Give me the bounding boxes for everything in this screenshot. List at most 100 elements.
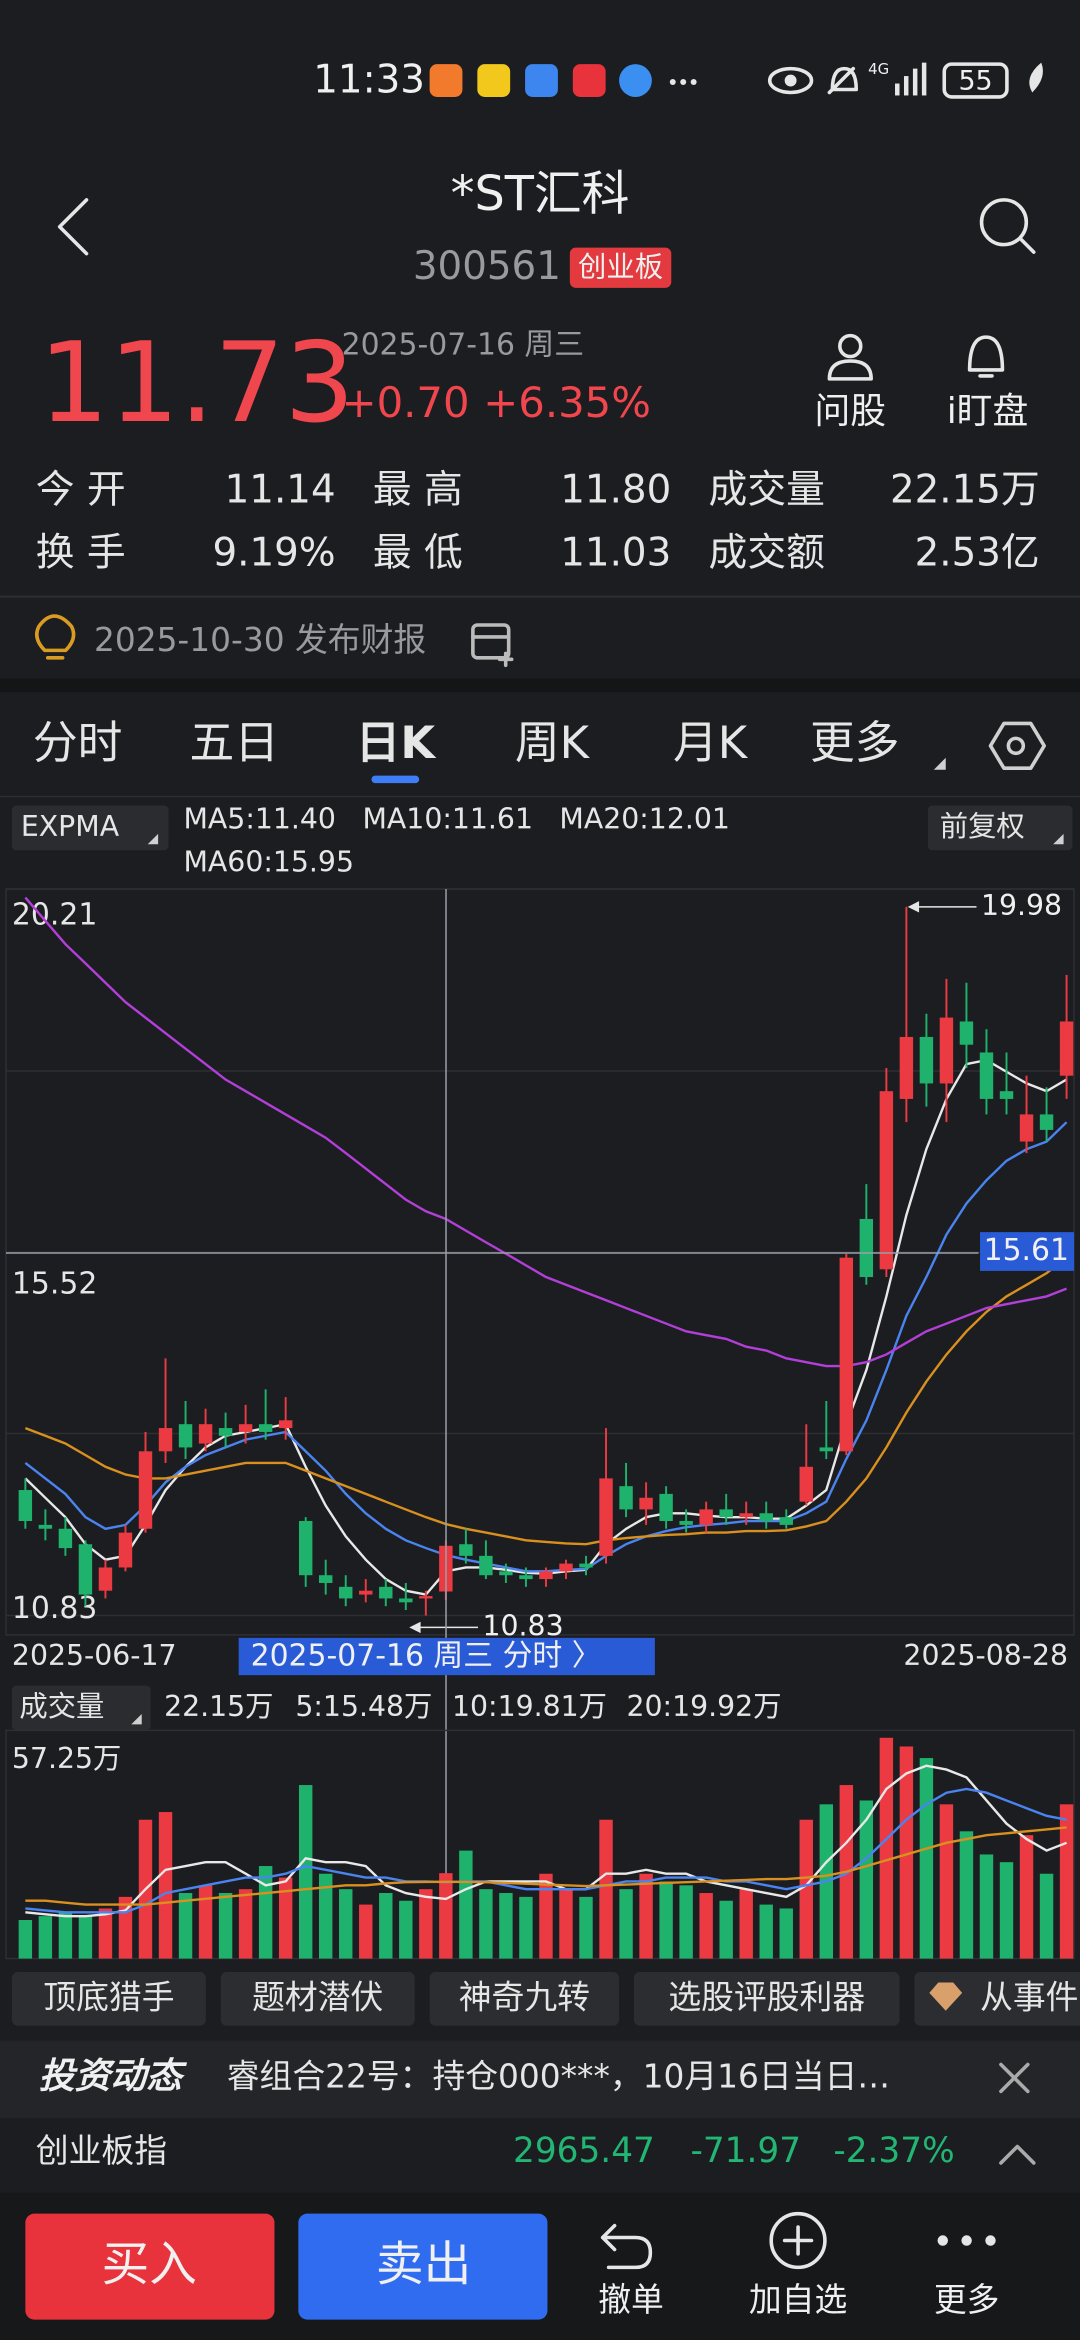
sell-button[interactable]	[298, 2213, 548, 2320]
expand-button[interactable]	[999, 2144, 1036, 2165]
close-news[interactable]	[999, 2062, 1030, 2094]
tab[interactable]: 分时	[33, 716, 123, 769]
tab[interactable]: 五日	[189, 716, 279, 769]
candle-body	[879, 1091, 894, 1270]
crosshair-date[interactable]: 2025-07-16 周三 分时 〉	[251, 1639, 602, 1674]
diamond-icon	[929, 1982, 963, 2011]
tab[interactable]: 月K	[673, 716, 749, 769]
news-brand: 投资动态	[39, 2056, 187, 2097]
ask-icon[interactable]	[827, 333, 873, 381]
volume-ma-line	[25, 1787, 1067, 1914]
volume-ma-line	[25, 1826, 1067, 1906]
tab[interactable]: 更多	[810, 716, 900, 769]
tool-label[interactable]: 选股评股利器	[668, 1978, 865, 2016]
tool-label[interactable]: 神奇九转	[459, 1978, 590, 2016]
undo-icon[interactable]	[600, 2223, 653, 2270]
candle-body	[859, 1218, 874, 1278]
tool-chip[interactable]	[633, 1972, 900, 2026]
volume-bar	[699, 1893, 713, 1959]
volume-indicator[interactable]: 成交量	[19, 1690, 104, 1723]
volume-bar	[739, 1889, 753, 1959]
tab-active[interactable]: 日K	[356, 716, 438, 769]
volume-bar	[258, 1866, 273, 1959]
search-button[interactable]	[979, 198, 1036, 254]
tab[interactable]: 周K	[515, 716, 591, 769]
indicator-name[interactable]: EXPMA	[21, 810, 120, 843]
volume-bar	[919, 1758, 934, 1959]
stat-label: 成交额	[709, 530, 825, 575]
candle-body	[959, 1021, 974, 1045]
volume-bar	[78, 1916, 93, 1959]
settings-button[interactable]	[988, 721, 1046, 771]
network-type: 4G	[868, 60, 889, 78]
x-axis-label: 2025-08-28	[903, 1639, 1068, 1672]
last-price: 11.73	[39, 320, 355, 448]
alert-icon[interactable]	[967, 335, 1005, 378]
tool-label[interactable]: 题材潜伏	[252, 1978, 383, 2016]
candle-body	[459, 1544, 473, 1556]
buy-button[interactable]	[25, 2213, 275, 2320]
volume-bar	[18, 1920, 33, 1959]
candle-body	[218, 1428, 233, 1436]
volume-bar	[318, 1873, 333, 1959]
adjust-selector[interactable]	[927, 805, 1073, 851]
ma-legend: MA20:12.01	[559, 802, 730, 835]
candle-body	[359, 1590, 373, 1595]
candle-body	[919, 1036, 934, 1084]
candle-body	[559, 1563, 573, 1572]
back-button[interactable]	[57, 198, 89, 256]
add-icon[interactable]	[769, 2211, 827, 2270]
candle-body	[599, 1478, 613, 1556]
news-bar[interactable]	[0, 2040, 1080, 2119]
tool-chip[interactable]	[429, 1972, 620, 2026]
adjust-mode[interactable]: 前复权	[940, 810, 1025, 843]
bottom-action[interactable]: 加自选	[749, 2281, 847, 2319]
status-icons	[429, 62, 1043, 99]
tool-chip[interactable]	[11, 1972, 206, 2026]
volume-bar	[999, 1862, 1014, 1959]
news-text[interactable]: 睿组合22号：持仓000***，10月16日当日…	[227, 2057, 890, 2095]
kline-chart: 20.21 15.52 10.83 19.98 10.83	[5, 888, 1075, 1642]
calendar-add-icon[interactable]	[471, 623, 514, 668]
tool-label[interactable]: 从事件	[980, 1978, 1078, 2016]
volume-ma-line	[25, 1764, 1068, 1918]
price-change: +0.70	[342, 378, 470, 427]
candle-body	[98, 1567, 113, 1591]
bottom-action[interactable]: 更多	[934, 2281, 1000, 2319]
volume-bar	[539, 1873, 553, 1959]
volume-bar	[979, 1854, 994, 1959]
volume-bar	[519, 1896, 533, 1959]
crosshair-date-box[interactable]	[238, 1637, 655, 1676]
volume-bar	[599, 1819, 613, 1959]
x-axis-label: 2025-06-17	[12, 1639, 177, 1672]
action-label[interactable]: i盯盘	[947, 391, 1029, 432]
y-tick-label: 15.52	[12, 1267, 97, 1302]
low-marker	[409, 1621, 479, 1634]
sell-label[interactable]: 卖出	[376, 2237, 471, 2292]
candle-body	[939, 1017, 954, 1084]
board-badge	[569, 247, 672, 288]
volume-bar	[419, 1889, 433, 1959]
candle-body	[799, 1466, 813, 1502]
percent-change: +6.35%	[483, 378, 651, 427]
volume-bar	[379, 1893, 393, 1959]
volume-bar	[779, 1908, 793, 1959]
tool-chip[interactable]	[220, 1972, 415, 2026]
candle-body	[58, 1528, 73, 1549]
more-icon[interactable]	[937, 2235, 996, 2246]
battery-level: 55	[958, 66, 992, 97]
candle-body	[1059, 1021, 1074, 1076]
tool-label[interactable]: 顶底猎手	[43, 1978, 174, 2016]
volume-chart	[5, 1729, 1075, 1960]
volume-bar	[339, 1889, 353, 1959]
volume-indicator-selector[interactable]	[11, 1685, 151, 1731]
buy-label[interactable]: 买入	[101, 2237, 196, 2292]
indicator-selector[interactable]	[11, 805, 169, 851]
action-label[interactable]: 问股	[814, 391, 886, 432]
volume-bar	[579, 1896, 593, 1959]
bottom-action[interactable]: 撤单	[598, 2281, 664, 2319]
candle-body	[339, 1586, 353, 1599]
tool-chip[interactable]	[914, 1972, 1080, 2026]
